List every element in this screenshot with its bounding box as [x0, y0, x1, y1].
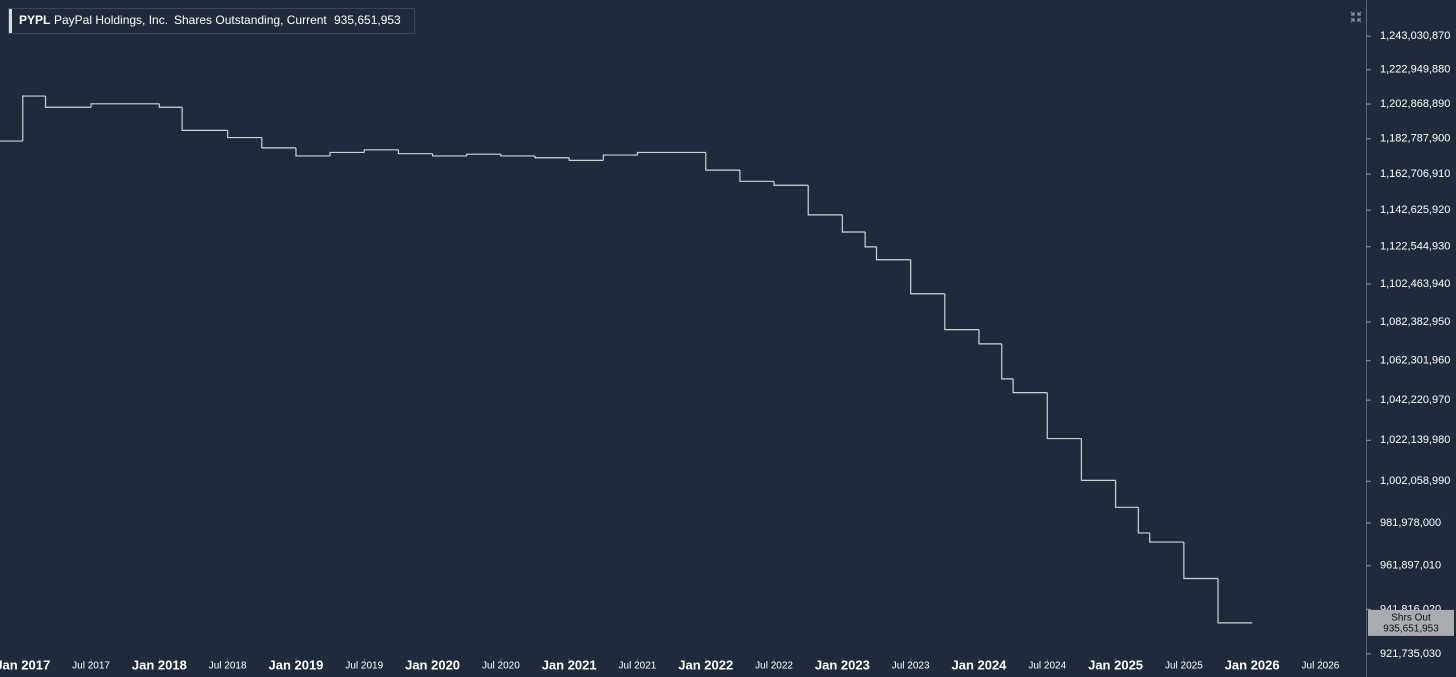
- x-tick-label: Jan 2025: [1088, 657, 1143, 672]
- y-tick-label: 961,897,010: [1380, 560, 1441, 572]
- x-tick-label: Jul 2026: [1302, 661, 1340, 672]
- step-segment: [181, 107, 228, 132]
- collapse-icon[interactable]: [1350, 11, 1362, 23]
- step-segment: [602, 154, 638, 161]
- y-tick-label: 981,978,000: [1380, 517, 1441, 529]
- step-segment: [1012, 378, 1048, 394]
- step-segment: [158, 103, 183, 108]
- x-tick-label: Jul 2020: [482, 661, 520, 672]
- x-tick-label: Jan 2026: [1225, 657, 1280, 672]
- x-tick-label: Jan 2021: [542, 657, 597, 672]
- step-segment: [910, 259, 945, 295]
- step-segment: [227, 130, 262, 139]
- x-tick-label: Jan 2023: [815, 657, 870, 672]
- step-segment: [431, 153, 467, 157]
- step-segment: [1001, 343, 1014, 380]
- current-value: 935,651,953: [334, 13, 401, 27]
- step-segment: [44, 96, 92, 108]
- step-segment: [363, 149, 399, 153]
- x-tick-label: Jan 2017: [0, 657, 50, 672]
- y-tick-label: 1,162,706,910: [1380, 168, 1450, 180]
- step-segment: [534, 155, 570, 159]
- step-segment: [773, 181, 809, 186]
- x-tick-label: Jul 2024: [1028, 661, 1066, 672]
- x-tick-label: Jul 2025: [1165, 661, 1203, 672]
- last-value-label: 935,651,953: [1383, 624, 1439, 635]
- x-tick-label: Jul 2019: [345, 661, 383, 672]
- y-tick-label: 921,735,030: [1380, 648, 1441, 660]
- step-segment: [864, 232, 877, 248]
- x-tick-label: Jul 2017: [72, 661, 110, 672]
- y-tick-label: 1,002,058,990: [1380, 475, 1450, 487]
- y-tick-label: 1,142,625,920: [1380, 204, 1450, 216]
- x-tick-label: Jul 2021: [619, 661, 657, 672]
- y-tick-label: 1,222,949,880: [1380, 64, 1450, 76]
- y-tick-label: 1,122,544,930: [1380, 241, 1450, 253]
- step-segment: [1137, 507, 1150, 534]
- y-tick-label: 1,202,868,890: [1380, 98, 1450, 110]
- step-segment: [1217, 578, 1253, 624]
- plot-area: [0, 95, 1253, 624]
- step-segment: [978, 329, 1002, 345]
- y-tick-label: 1,062,301,960: [1380, 355, 1450, 367]
- step-segment: [397, 149, 433, 155]
- header-box: [8, 8, 415, 34]
- metric: Shares Outstanding, Current: [174, 13, 327, 27]
- last-value-name: Shrs Out: [1391, 613, 1431, 624]
- step-segment: [1183, 542, 1219, 580]
- step-segment: [329, 151, 365, 156]
- step-segment: [944, 293, 979, 331]
- step-segment: [1114, 480, 1139, 508]
- collapse-glyph[interactable]: [1350, 11, 1362, 23]
- header-marker: [9, 9, 12, 33]
- x-tick-label: Jan 2022: [678, 657, 733, 672]
- step-segment: [90, 103, 160, 108]
- step-segment: [1149, 532, 1184, 543]
- x-tick-label: Jul 2022: [755, 661, 793, 672]
- step-segment: [500, 154, 536, 157]
- step-segment: [841, 214, 866, 233]
- x-tick-label: Jul 2023: [892, 661, 930, 672]
- ticker: PYPL: [19, 13, 50, 27]
- y-tick-label: 1,042,220,970: [1380, 394, 1450, 406]
- step-segment: [807, 185, 843, 216]
- x-tick-label: Jan 2018: [132, 657, 187, 672]
- step-segment: [1046, 392, 1082, 440]
- step-segment: [22, 95, 46, 142]
- legend-box: PYPL PayPal Holdings, Inc. Shares Outsta…: [8, 8, 415, 34]
- y-tick-label: 1,022,139,980: [1380, 434, 1450, 446]
- step-segment: [636, 151, 706, 156]
- y-tick-label: 1,182,787,900: [1380, 133, 1450, 145]
- y-tick-label: 1,102,463,940: [1380, 278, 1450, 290]
- step-segment: [739, 170, 775, 182]
- step-segment: [295, 147, 331, 157]
- x-tick-label: Jul 2018: [209, 661, 247, 672]
- company: PayPal Holdings, Inc.: [54, 13, 168, 27]
- step-segment: [261, 137, 296, 149]
- x-tick-label: Jan 2020: [405, 657, 460, 672]
- step-segment: [568, 157, 604, 161]
- step-segment: [875, 246, 911, 261]
- step-segment: [1080, 438, 1116, 481]
- y-tick-label: 1,082,382,950: [1380, 316, 1450, 328]
- last-value-box: [1368, 609, 1454, 636]
- y-tick-label: 1,243,030,870: [1380, 30, 1450, 42]
- x-tick-label: Jan 2024: [951, 657, 1007, 672]
- x-tick-label: Jan 2019: [268, 657, 323, 672]
- step-segment: [705, 152, 740, 171]
- step-segment: [466, 153, 501, 156]
